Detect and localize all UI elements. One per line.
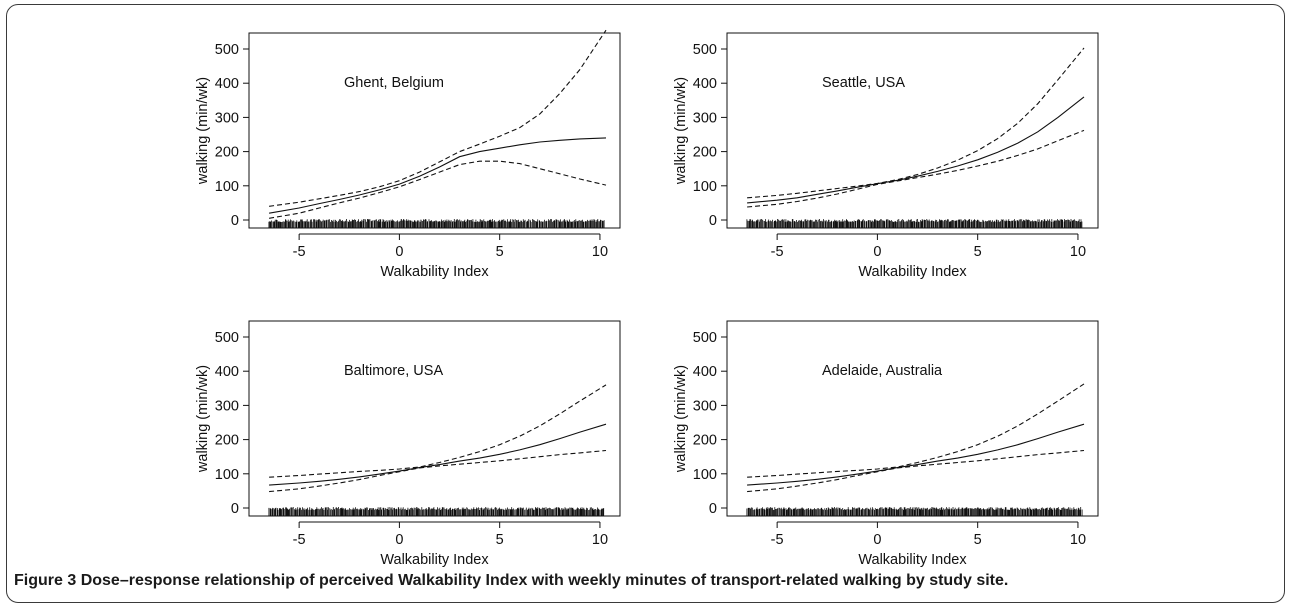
y-tick-label: 100 xyxy=(215,467,239,483)
x-tick-label: -5 xyxy=(293,244,306,260)
confidence-band-line-3 xyxy=(269,160,607,219)
plot-area xyxy=(726,32,1099,229)
y-tick-label: 400 xyxy=(215,364,239,380)
y-tick-label: 500 xyxy=(215,42,239,58)
y-axis-title: walking (min/wk) xyxy=(195,77,211,185)
y-tick-label: 0 xyxy=(231,501,239,517)
x-tick-label: 0 xyxy=(395,532,403,548)
chart-panel-2: 0 100 200 300 400 500 walking (min/wk) -5 0 5 10 Wa… xyxy=(673,32,1099,280)
y-tick-label: 200 xyxy=(215,433,239,449)
y-tick-label: 100 xyxy=(693,179,717,195)
chart-panel-1: 0 100 200 300 400 500 walking (min/wk) -5 0 5 10 Wa… xyxy=(195,29,621,280)
figure-frame xyxy=(6,4,1285,603)
panel-label: Ghent, Belgium xyxy=(344,75,444,91)
x-tick-label: 5 xyxy=(974,532,982,548)
confidence-band-line-2 xyxy=(269,29,607,207)
y-tick-label: 200 xyxy=(693,433,717,449)
x-tick-label: -5 xyxy=(293,532,306,548)
y-tick-label: 0 xyxy=(231,213,239,229)
x-tick-label: 5 xyxy=(496,244,504,260)
y-tick-label: 300 xyxy=(693,398,717,414)
x-tick-label: 5 xyxy=(496,532,504,548)
chart-panel-3: 0 100 200 300 400 500 walking (min/wk) -5 0 5 10 Wa… xyxy=(195,320,621,568)
x-tick-label: 10 xyxy=(1070,244,1086,260)
estimate-line-1 xyxy=(747,96,1085,204)
y-tick-label: 200 xyxy=(215,145,239,161)
x-axis-title: Walkability Index xyxy=(380,264,489,280)
y-axis-title: walking (min/wk) xyxy=(673,365,689,473)
panel-label: Seattle, USA xyxy=(822,75,905,91)
x-tick-label: 0 xyxy=(873,532,881,548)
y-tick-label: 400 xyxy=(215,76,239,92)
rug-marks xyxy=(268,507,605,516)
y-tick-label: 500 xyxy=(215,330,239,346)
caption-label: Figure 3 xyxy=(14,572,77,589)
y-tick-label: 500 xyxy=(693,330,717,346)
rug-marks xyxy=(268,219,605,228)
y-tick-label: 200 xyxy=(693,145,717,161)
y-tick-label: 100 xyxy=(693,467,717,483)
confidence-band-line-3 xyxy=(747,449,1085,493)
y-tick-label: 300 xyxy=(215,398,239,414)
panel-label: Adelaide, Australia xyxy=(822,363,943,379)
x-tick-label: 10 xyxy=(592,532,608,548)
plot-area xyxy=(726,320,1099,517)
x-tick-label: 0 xyxy=(873,244,881,260)
x-axis-title: Walkability Index xyxy=(858,552,967,568)
y-axis-title: walking (min/wk) xyxy=(195,365,211,473)
confidence-band-line-3 xyxy=(747,129,1085,208)
y-tick-label: 0 xyxy=(709,213,717,229)
x-axis-title: Walkability Index xyxy=(380,552,489,568)
confidence-band-line-2 xyxy=(747,383,1085,478)
y-tick-label: 0 xyxy=(709,501,717,517)
x-tick-label: 10 xyxy=(1070,532,1086,548)
x-tick-label: 10 xyxy=(592,244,608,260)
y-tick-label: 400 xyxy=(693,76,717,92)
estimate-line-1 xyxy=(269,423,607,486)
x-tick-label: 5 xyxy=(974,244,982,260)
y-tick-label: 300 xyxy=(693,110,717,126)
x-axis-title: Walkability Index xyxy=(858,264,967,280)
x-tick-label: -5 xyxy=(771,532,784,548)
chart-panel-4: 0 100 200 300 400 500 walking (min/wk) -5 0 5 10 Wa… xyxy=(673,320,1099,568)
rug-marks xyxy=(746,507,1083,516)
plot-area xyxy=(248,320,621,517)
y-tick-label: 300 xyxy=(215,110,239,126)
confidence-band-line-3 xyxy=(269,449,607,493)
estimate-line-1 xyxy=(269,137,607,214)
x-tick-label: -5 xyxy=(771,244,784,260)
y-tick-label: 400 xyxy=(693,364,717,380)
rug-marks xyxy=(746,219,1083,228)
caption-text: Dose–response relationship of perceived … xyxy=(80,572,1009,589)
y-axis-title: walking (min/wk) xyxy=(673,77,689,185)
panel-label: Baltimore, USA xyxy=(344,363,443,379)
y-tick-label: 100 xyxy=(215,179,239,195)
x-tick-label: 0 xyxy=(395,244,403,260)
figure-caption: Figure 3 Dose–response relationship of p… xyxy=(14,572,1008,590)
estimate-line-1 xyxy=(747,423,1085,486)
confidence-band-line-2 xyxy=(269,384,607,478)
confidence-band-line-2 xyxy=(747,47,1085,199)
plot-area xyxy=(248,32,621,229)
y-tick-label: 500 xyxy=(693,42,717,58)
